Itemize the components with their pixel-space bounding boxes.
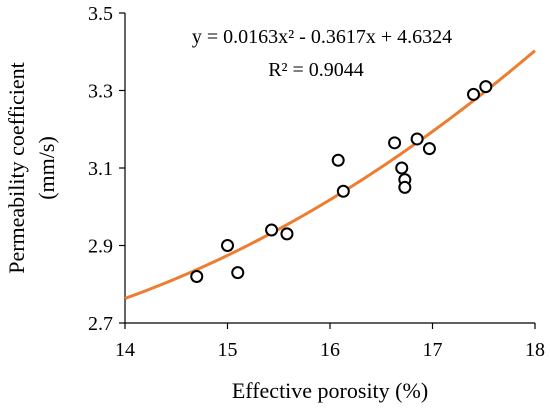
y-tick-label: 3.3 — [88, 81, 113, 103]
y-tick-label: 2.7 — [88, 313, 113, 335]
x-tick-label: 17 — [423, 339, 443, 361]
x-axis-ticks: 14 15 16 17 18 — [115, 323, 545, 361]
x-axis-title: Effective porosity (%) — [232, 378, 428, 403]
data-point — [331, 153, 345, 167]
y-tick-label: 3.5 — [88, 3, 113, 25]
data-point — [479, 80, 493, 94]
data-point — [388, 136, 402, 150]
x-tick-label: 14 — [115, 339, 135, 361]
data-point — [265, 223, 279, 237]
data-point — [190, 270, 204, 283]
data-point — [336, 184, 350, 198]
data-point — [280, 227, 294, 241]
trendline-equation: y = 0.0163x² - 0.3617x + 4.6324 — [192, 26, 452, 48]
y-axis-title-line2: (mm/s) — [34, 136, 59, 200]
trendline-curve — [124, 49, 536, 300]
trendline-group — [124, 49, 536, 300]
data-point — [467, 87, 480, 101]
y-axis-ticks: 2.7 2.9 3.1 3.3 3.5 — [88, 3, 125, 335]
x-tick-label: 16 — [320, 339, 340, 361]
x-tick-label: 15 — [218, 339, 238, 361]
data-point — [395, 161, 409, 175]
data-point — [231, 266, 245, 280]
data-point — [422, 142, 436, 156]
data-point — [410, 132, 424, 146]
r-squared-label: R² = 0.9044 — [268, 59, 364, 81]
y-tick-label: 3.1 — [88, 158, 113, 180]
x-tick-label: 18 — [525, 339, 545, 361]
y-axis-title-line1: Permeability coefficient — [4, 62, 29, 274]
y-tick-label: 2.9 — [88, 236, 113, 258]
data-point — [398, 180, 412, 194]
data-points — [190, 80, 493, 283]
data-point — [221, 239, 234, 252]
